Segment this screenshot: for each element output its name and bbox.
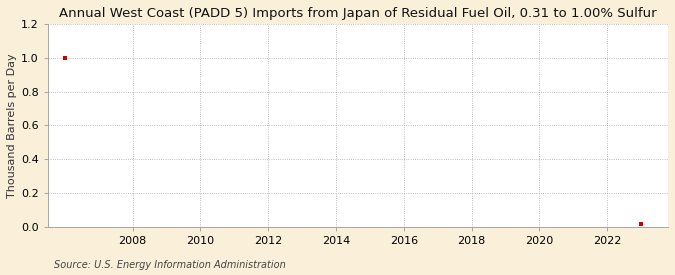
Title: Annual West Coast (PADD 5) Imports from Japan of Residual Fuel Oil, 0.31 to 1.00: Annual West Coast (PADD 5) Imports from … — [59, 7, 657, 20]
Text: Source: U.S. Energy Information Administration: Source: U.S. Energy Information Administ… — [54, 260, 286, 270]
Y-axis label: Thousand Barrels per Day: Thousand Barrels per Day — [7, 53, 17, 198]
